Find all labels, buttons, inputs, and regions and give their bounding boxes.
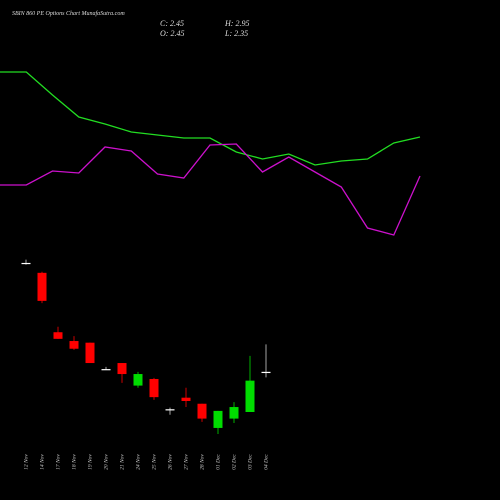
x-tick-label: 04 Dec <box>262 454 269 470</box>
x-tick-label: 20 Nov <box>103 454 109 470</box>
x-tick-label: 12 Nov <box>23 454 29 470</box>
candle-body <box>85 342 95 364</box>
candle-body <box>213 410 223 428</box>
candle-body <box>37 272 47 301</box>
candle-body <box>229 407 239 419</box>
x-tick-label: 19 Nov <box>87 454 93 470</box>
ohlc-open: O: 2.45 <box>160 29 184 38</box>
candle-body <box>197 403 207 419</box>
candle-body <box>245 380 255 412</box>
candle-body <box>101 369 111 371</box>
x-tick-label: 27 Nov <box>183 454 189 470</box>
x-tick-label: 03 Dec <box>247 454 253 470</box>
candle-body <box>261 371 271 374</box>
x-tick-label: 28 Nov <box>199 454 205 470</box>
candle-body <box>21 262 31 265</box>
ohlc-close: C: 2.45 <box>160 19 184 28</box>
ohlc-high: H: 2.95 <box>224 19 249 28</box>
x-tick-label: 02 Dec <box>231 454 237 470</box>
candle-body <box>69 341 79 349</box>
x-tick-label: 24 Nov <box>134 454 141 470</box>
candle-body <box>133 374 143 386</box>
ohlc-low: L: 2.35 <box>224 29 248 38</box>
x-tick-label: 25 Nov <box>151 454 157 470</box>
x-tick-label: 21 Nov <box>119 454 125 470</box>
candle-body <box>165 409 175 411</box>
chart-title: SBIN 860 PE Options Chart MunafaSutra.co… <box>12 10 125 17</box>
x-tick-label: 17 Nov <box>55 454 61 470</box>
candle-body <box>117 363 127 375</box>
x-tick-label: 26 Nov <box>167 454 173 470</box>
x-tick-label: 18 Nov <box>71 454 77 470</box>
x-tick-label: 01 Dec <box>215 454 221 470</box>
candle-body <box>53 332 63 339</box>
indicator-line <box>0 143 421 236</box>
indicator-line <box>0 71 421 166</box>
candle-body <box>149 378 159 398</box>
x-tick-label: 14 Nov <box>38 454 45 470</box>
candle-body <box>181 397 191 401</box>
